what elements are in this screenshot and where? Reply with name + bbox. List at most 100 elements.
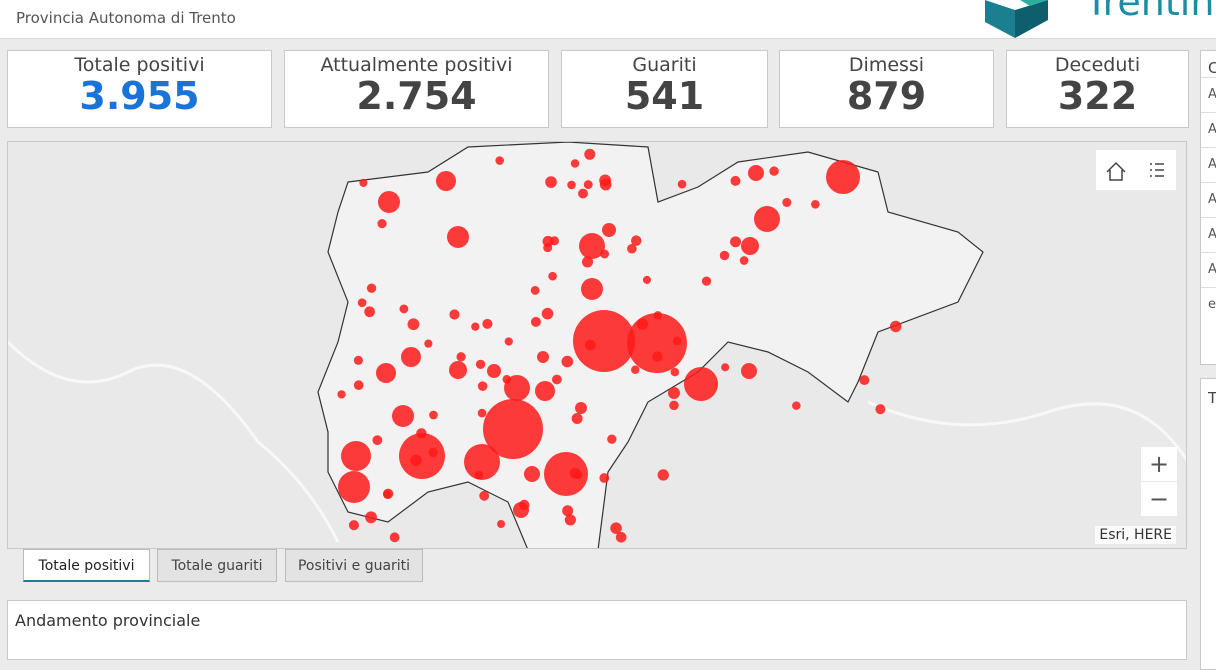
- zoom-out-button[interactable]: −: [1141, 482, 1177, 516]
- map-bubble[interactable]: [570, 159, 580, 168]
- map-bubble[interactable]: [652, 351, 663, 362]
- map-bubble[interactable]: [748, 165, 764, 181]
- map-bubble[interactable]: [677, 179, 687, 189]
- map-bubble[interactable]: [701, 276, 712, 286]
- map-bubble[interactable]: [669, 400, 679, 411]
- map-bubble[interactable]: [519, 499, 530, 511]
- map-bubble[interactable]: [769, 166, 779, 176]
- map-bubble[interactable]: [407, 318, 420, 331]
- map-bubble[interactable]: [410, 454, 422, 467]
- map-bubble[interactable]: [504, 337, 513, 346]
- map-bubble[interactable]: [607, 434, 617, 444]
- map-bubble[interactable]: [429, 410, 438, 420]
- map-bubble[interactable]: [721, 363, 730, 372]
- map-bubble[interactable]: [541, 307, 554, 320]
- map-bubble[interactable]: [353, 380, 364, 391]
- map-bubble[interactable]: [543, 243, 553, 253]
- map-bubble[interactable]: [474, 470, 484, 480]
- map-bubble[interactable]: [571, 413, 583, 424]
- map-bubble[interactable]: [471, 322, 480, 331]
- map-bubble[interactable]: [672, 336, 682, 346]
- map-bubble[interactable]: [670, 367, 680, 377]
- map-bubble[interactable]: [372, 435, 383, 446]
- map-bubble[interactable]: [392, 405, 414, 427]
- map-bubble[interactable]: [487, 364, 501, 378]
- map-bubble[interactable]: [561, 355, 574, 368]
- map-bubble[interactable]: [548, 271, 557, 281]
- map-bubble[interactable]: [353, 355, 363, 365]
- map-bubble[interactable]: [792, 401, 801, 410]
- map-bubble[interactable]: [631, 365, 640, 374]
- map-bubble[interactable]: [436, 171, 456, 191]
- map-bubble[interactable]: [600, 249, 610, 259]
- map-bubble[interactable]: [424, 339, 433, 348]
- map-bubble[interactable]: [535, 381, 555, 401]
- map-bubble[interactable]: [754, 206, 780, 232]
- map-bubble[interactable]: [811, 199, 820, 209]
- map-bubble[interactable]: [636, 318, 649, 330]
- map-bubble[interactable]: [653, 311, 663, 320]
- map-bubble[interactable]: [551, 374, 562, 385]
- map-bubble[interactable]: [401, 347, 421, 367]
- map-bubble[interactable]: [357, 298, 367, 308]
- map-bubble[interactable]: [642, 275, 652, 284]
- map-bubble[interactable]: [741, 237, 759, 255]
- map-bubble[interactable]: [378, 191, 400, 213]
- map-bubble[interactable]: [602, 223, 616, 237]
- tab[interactable]: Positivi e guariti: [285, 549, 423, 582]
- zoom-in-button[interactable]: +: [1141, 447, 1177, 481]
- map-bubble[interactable]: [479, 490, 490, 501]
- map-bubble[interactable]: [337, 390, 346, 399]
- map-bubble[interactable]: [365, 511, 377, 524]
- map-bubble[interactable]: [627, 243, 637, 254]
- map-bubble[interactable]: [583, 180, 593, 190]
- map-bubble[interactable]: [348, 520, 359, 531]
- map-bubble[interactable]: [464, 444, 500, 480]
- map[interactable]: + − Esri, HERE: [7, 141, 1187, 549]
- map-bubble[interactable]: [739, 256, 749, 265]
- map-bubble[interactable]: [741, 363, 757, 379]
- map-bubble[interactable]: [475, 359, 486, 370]
- map-bubble[interactable]: [482, 318, 493, 329]
- map-bubble[interactable]: [585, 339, 596, 351]
- tab[interactable]: Totale guariti: [157, 549, 277, 582]
- map-bubble[interactable]: [581, 256, 594, 268]
- map-bubble[interactable]: [537, 351, 549, 363]
- map-bubble[interactable]: [584, 148, 596, 160]
- map-bubble[interactable]: [495, 156, 504, 165]
- map-bubble[interactable]: [579, 233, 605, 259]
- map-bubble[interactable]: [530, 285, 540, 295]
- map-bubble[interactable]: [383, 490, 392, 499]
- map-bubble[interactable]: [530, 316, 541, 327]
- map-bubble[interactable]: [359, 178, 368, 187]
- map-bubble[interactable]: [575, 402, 587, 414]
- map-bubble[interactable]: [524, 466, 540, 482]
- map-bubble[interactable]: [364, 306, 375, 318]
- map-bubble[interactable]: [477, 381, 488, 391]
- map-bubble[interactable]: [719, 250, 730, 261]
- map-bubble[interactable]: [504, 375, 530, 401]
- map-bubble[interactable]: [447, 226, 469, 248]
- map-bubble[interactable]: [826, 160, 860, 194]
- map-bubble[interactable]: [569, 467, 581, 479]
- map-bubble[interactable]: [668, 387, 680, 399]
- map-bubble[interactable]: [875, 404, 886, 415]
- map-bubble[interactable]: [449, 361, 467, 379]
- map-bubble[interactable]: [502, 375, 512, 384]
- map-bubble[interactable]: [599, 473, 610, 483]
- map-bubble[interactable]: [389, 532, 400, 543]
- map-bubble[interactable]: [483, 399, 543, 459]
- map-bubble[interactable]: [610, 522, 622, 534]
- home-button[interactable]: [1106, 161, 1126, 181]
- map-bubble[interactable]: [341, 441, 371, 471]
- map-bubble[interactable]: [684, 367, 718, 401]
- map-bubble[interactable]: [544, 452, 588, 496]
- map-bubble[interactable]: [567, 180, 576, 190]
- map-bubble[interactable]: [338, 471, 370, 503]
- map-bubble[interactable]: [782, 197, 792, 207]
- map-bubble[interactable]: [449, 309, 460, 320]
- map-bubble[interactable]: [456, 352, 466, 362]
- map-bubble[interactable]: [562, 505, 574, 517]
- map-bubble[interactable]: [428, 447, 438, 458]
- map-bubble[interactable]: [859, 375, 870, 386]
